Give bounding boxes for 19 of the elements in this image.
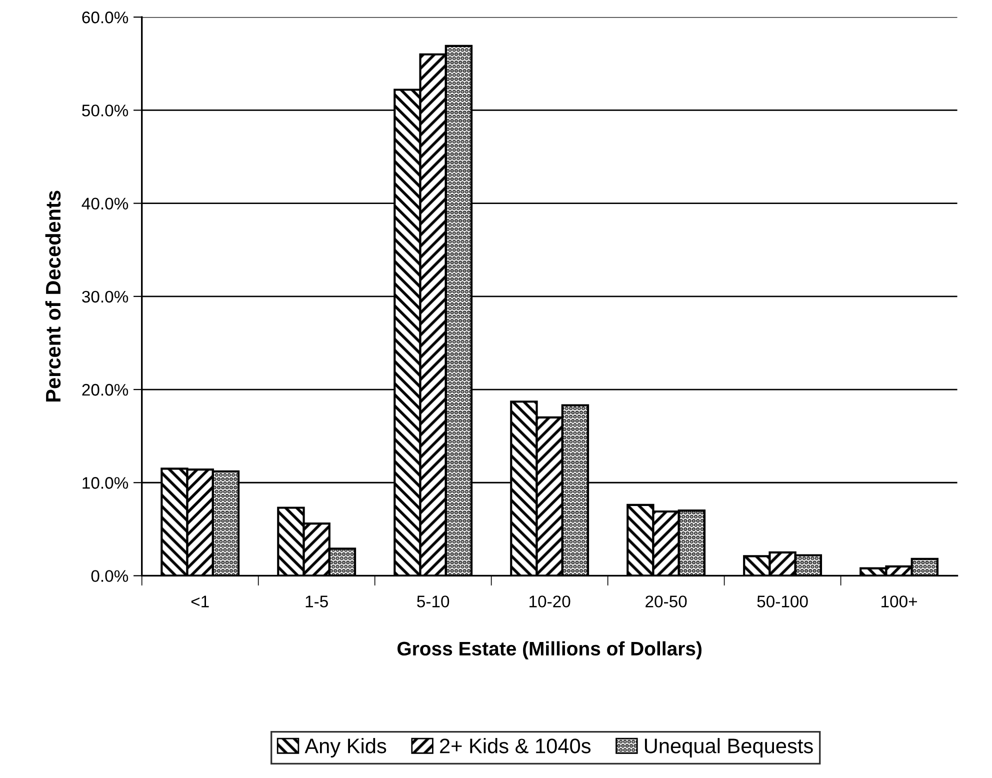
legend-label: Any Kids — [304, 738, 386, 758]
y-tick-label: 30.0% — [82, 290, 128, 303]
x-tick-label: 20-50 — [646, 596, 687, 608]
legend-label: 2+ Kids & 1040s — [440, 738, 591, 754]
y-tick-label: 0.0% — [91, 570, 128, 582]
x-tick-label: 1-5 — [306, 596, 328, 608]
y-tick-label: 50.0% — [82, 104, 128, 116]
x-tick-label: 50-100 — [757, 596, 808, 608]
x-axis-title: Gross Estate (Millions of Dollars) — [397, 641, 702, 660]
x-tick-label: 5-10 — [417, 596, 450, 608]
y-tick-label: 40.0% — [82, 198, 128, 210]
y-axis-title: Percent of Decedents — [45, 190, 61, 402]
legend-label: Unequal Bequests — [644, 738, 813, 758]
x-tick-label: <1 — [191, 596, 209, 608]
x-tick-label: 100+ — [882, 596, 917, 608]
y-tick-label: 10.0% — [82, 477, 128, 489]
y-tick-label: 20.0% — [82, 384, 128, 396]
y-tick-label: 60.0% — [82, 12, 128, 24]
x-tick-label: 10-20 — [530, 596, 570, 608]
